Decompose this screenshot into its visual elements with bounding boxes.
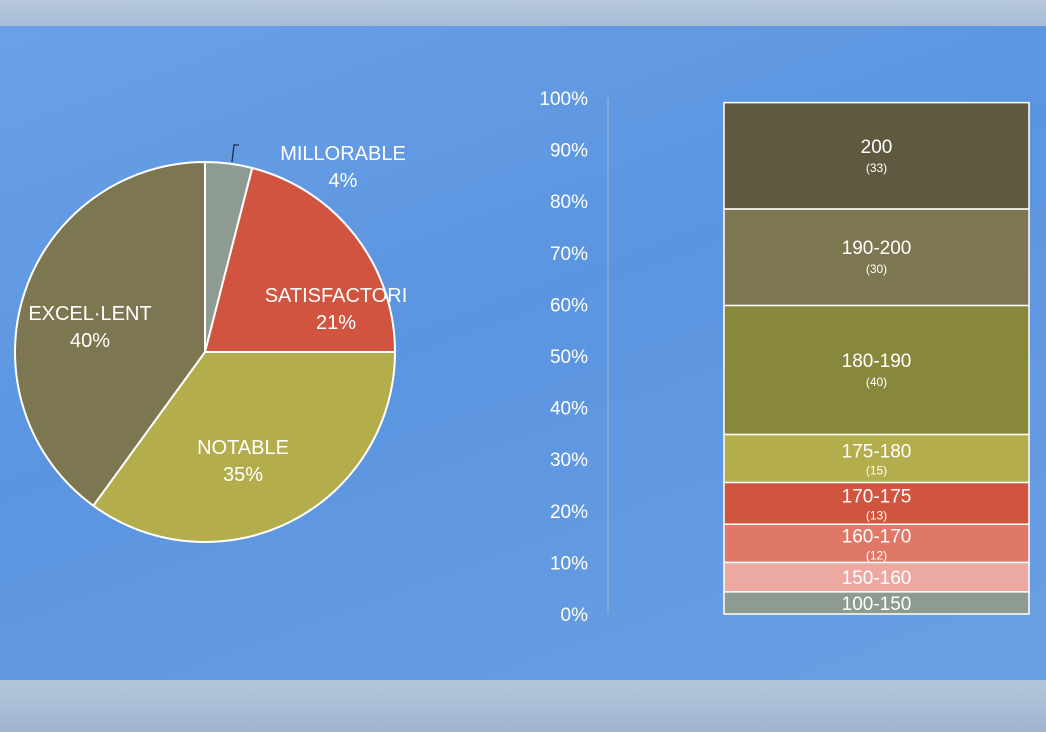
bar-segment-label-100-150: 100-150 bbox=[842, 594, 912, 615]
bar-segment-count-200: (33) bbox=[866, 161, 887, 175]
pie-chart: MILLORABLE 4% SATISFACTORI 21% NOTABLE 35% EXC… bbox=[14, 143, 408, 543]
y-tick-label: 100% bbox=[539, 89, 588, 110]
y-tick-label: 80% bbox=[550, 192, 588, 213]
y-tick-label: 50% bbox=[550, 347, 588, 368]
y-tick-label: 70% bbox=[550, 244, 588, 265]
pie-slice-satisfactori bbox=[203, 166, 397, 353]
bar-segment-count-170-175: (13) bbox=[866, 508, 887, 522]
pie-label-excel-lent: EXCEL·LENT bbox=[28, 303, 151, 325]
y-tick-label: 30% bbox=[550, 450, 588, 471]
pie-value-excel-lent: 40% bbox=[70, 330, 110, 352]
bar-segment-label-160-170: 160-170 bbox=[842, 526, 912, 547]
bar-segment-175-180 bbox=[723, 433, 1030, 484]
bar-segment-count-180-190: (40) bbox=[866, 375, 887, 389]
bar-segment-label-175-180: 175-180 bbox=[842, 441, 912, 462]
bar-segment-170-175 bbox=[723, 481, 1030, 525]
bar-segment-count-175-180: (15) bbox=[866, 463, 887, 477]
pie-value-notable: 35% bbox=[223, 464, 263, 486]
bar-segment-200 bbox=[723, 101, 1030, 210]
bottom-band bbox=[0, 680, 1046, 732]
y-tick-label: 20% bbox=[550, 502, 588, 523]
bar-segment-label-190-200: 190-200 bbox=[842, 238, 912, 259]
y-tick-label: 60% bbox=[550, 295, 588, 316]
pie-slice-notable bbox=[91, 351, 397, 543]
pie-label-notable: NOTABLE bbox=[197, 437, 289, 459]
pie-label-millorable: MILLORABLE bbox=[280, 143, 406, 165]
y-tick-label: 10% bbox=[550, 553, 588, 574]
bar-segment-count-190-200: (30) bbox=[866, 262, 887, 276]
bar-segment-180-190 bbox=[723, 304, 1030, 436]
pie-leader-line bbox=[231, 144, 239, 163]
bar-segment-label-180-190: 180-190 bbox=[842, 351, 912, 372]
y-tick-label: 90% bbox=[550, 141, 588, 162]
top-band bbox=[0, 0, 1046, 26]
pie-slice-excel-lent bbox=[14, 160, 206, 508]
bar-segment-label-200: 200 bbox=[861, 137, 893, 158]
stacked-bar-chart: 0% 10% 20% 30% 40% 50% 60% 70% 80% 90% 100% 100-150… bbox=[539, 89, 1030, 626]
bar-segment-label-170-175: 170-175 bbox=[842, 486, 912, 507]
bar-segment-count-160-170: (12) bbox=[866, 548, 887, 562]
pie-label-satisfactori: SATISFACTORI bbox=[265, 285, 408, 307]
pie-value-satisfactori: 21% bbox=[316, 312, 356, 334]
bar-segment-190-200 bbox=[723, 208, 1030, 307]
y-tick-label: 40% bbox=[550, 399, 588, 420]
pie-value-millorable: 4% bbox=[329, 170, 358, 192]
bar-segment-label-150-160: 150-160 bbox=[842, 568, 912, 589]
y-tick-label: 0% bbox=[561, 605, 589, 626]
